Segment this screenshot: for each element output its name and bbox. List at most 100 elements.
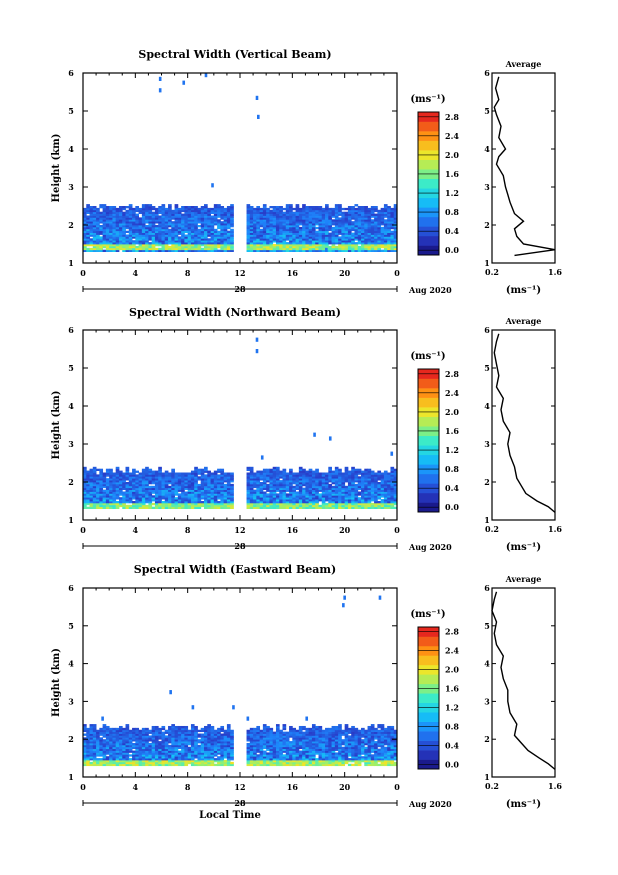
heatmap-cell <box>177 763 182 767</box>
heatmap-cell <box>132 493 136 496</box>
heatmap-cell <box>190 727 195 731</box>
heatmap-cell <box>374 478 378 481</box>
heatmap-cell <box>341 234 346 237</box>
heatmap-cell <box>334 483 339 487</box>
average-y-tick-label: 5 <box>484 363 490 373</box>
heatmap-cell <box>151 497 156 500</box>
heatmap-cell <box>168 502 172 506</box>
heatmap-cell <box>187 742 192 746</box>
heatmap-cell <box>148 756 153 759</box>
heatmap-cell <box>259 225 264 228</box>
heatmap-cell <box>302 247 306 251</box>
heatmap-cell <box>370 232 375 235</box>
heatmap-cell <box>148 247 153 251</box>
heatmap-cell <box>194 489 198 492</box>
heatmap-cell <box>197 761 202 765</box>
heatmap-cell <box>125 763 130 767</box>
heatmap-cell <box>302 213 306 216</box>
heatmap-cell <box>96 238 100 241</box>
heatmap-cell <box>308 506 313 509</box>
heatmap-cell <box>354 223 359 226</box>
heatmap-cell <box>377 504 382 508</box>
heatmap-cell <box>174 232 179 235</box>
heatmap-cell <box>383 504 388 508</box>
heatmap-cell <box>282 225 287 228</box>
heatmap-cell <box>380 230 385 233</box>
heatmap-cell <box>256 485 261 489</box>
heatmap-cell <box>308 226 313 230</box>
heatmap-cell <box>272 495 277 498</box>
heatmap-cell <box>393 240 398 243</box>
sparse-return <box>211 183 214 188</box>
heatmap-cell <box>115 733 120 736</box>
heatmap-cell <box>217 226 221 230</box>
heatmap-cell <box>96 504 100 508</box>
heatmap-cell <box>275 468 280 471</box>
heatmap-cell <box>92 491 97 494</box>
heatmap-cell <box>259 234 264 237</box>
heatmap-cell <box>83 758 87 761</box>
heatmap-cell <box>148 491 153 494</box>
heatmap-cell <box>118 478 123 481</box>
heatmap-cell <box>171 761 175 765</box>
heatmap-cell <box>367 219 372 222</box>
heatmap-cell <box>269 242 274 245</box>
heatmap-cell <box>298 499 303 502</box>
heatmap-cell <box>246 217 251 220</box>
heatmap-cell <box>298 491 303 494</box>
heatmap-cell <box>83 209 87 213</box>
heatmap-cell <box>83 226 87 230</box>
heatmap-cell <box>164 491 169 494</box>
heatmap-cell <box>190 756 195 759</box>
heatmap-cell <box>184 746 189 750</box>
heatmap-cell <box>259 491 264 494</box>
heatmap-cell <box>102 742 107 746</box>
heatmap-cell <box>92 739 97 742</box>
heatmap-cell <box>168 219 172 222</box>
heatmap-cell <box>308 213 313 216</box>
heatmap-cell <box>174 207 179 211</box>
heatmap-cell <box>275 504 280 508</box>
heatmap-cell <box>308 221 313 224</box>
sparse-return <box>182 80 186 85</box>
heatmap-cell <box>325 483 329 487</box>
heatmap-cell <box>305 474 310 477</box>
heatmap-cell <box>269 211 274 214</box>
heatmap-cell <box>161 206 166 209</box>
heatmap-cell <box>318 247 323 251</box>
heatmap-cell <box>181 733 185 736</box>
heatmap-cell <box>112 223 117 226</box>
heatmap-cell <box>223 497 228 500</box>
heatmap-cell <box>246 483 251 487</box>
heatmap-cell <box>262 470 267 473</box>
heatmap-cell <box>200 737 205 740</box>
heatmap-cell <box>171 729 175 733</box>
heatmap-cell <box>374 247 378 251</box>
heatmap-cell <box>102 724 107 727</box>
heatmap-cell <box>347 487 352 490</box>
heatmap-cell <box>354 493 359 496</box>
heatmap-cell <box>83 245 87 249</box>
heatmap-cells <box>83 337 398 509</box>
heatmap-cell <box>194 499 198 502</box>
heatmap-cell <box>158 748 162 751</box>
heatmap-cell <box>105 468 110 471</box>
heatmap-cell <box>132 230 136 233</box>
heatmap-cell <box>89 206 94 209</box>
heatmap-cell <box>207 225 211 228</box>
heatmap-cell <box>128 217 133 220</box>
heatmap-cell <box>383 487 388 490</box>
heatmap-cell <box>141 746 146 750</box>
heatmap-cell <box>112 744 117 748</box>
heatmap-cell <box>328 483 332 487</box>
heatmap-cell <box>262 495 267 498</box>
heatmap-cell <box>315 217 319 220</box>
heatmap-cell <box>282 236 287 239</box>
x-tick-label: 12 <box>234 525 245 535</box>
heatmap-cell <box>302 499 306 502</box>
heatmap-cell <box>374 226 378 230</box>
heatmap-cell <box>351 476 355 479</box>
heatmap-cell <box>230 225 234 228</box>
heatmap-cell <box>315 478 319 481</box>
heatmap-cell <box>289 221 293 224</box>
